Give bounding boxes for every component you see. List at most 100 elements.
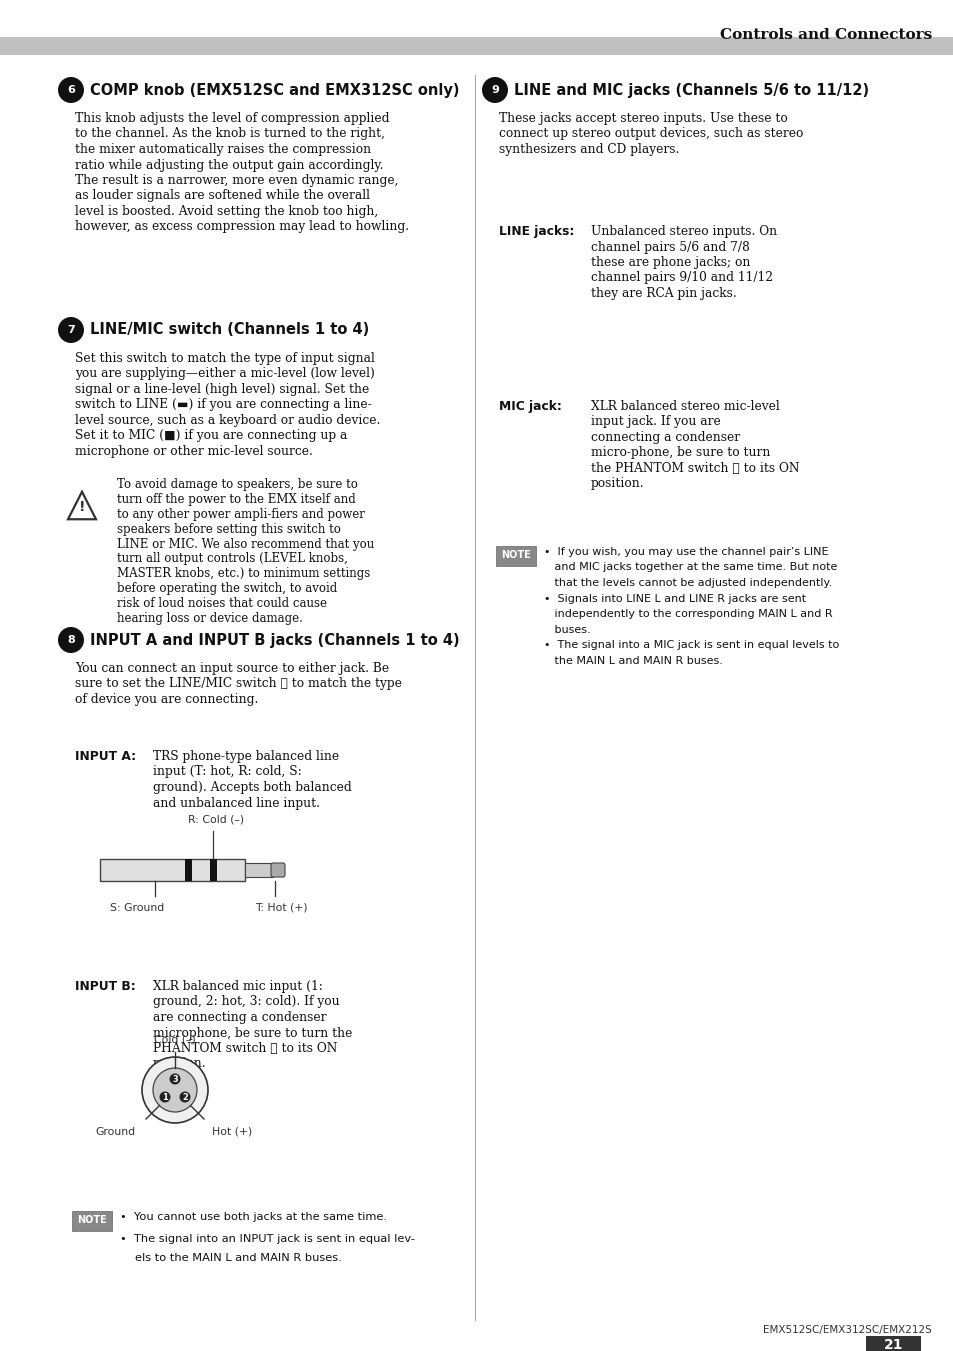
Text: INPUT A and INPUT B jacks (Channels 1 to 4): INPUT A and INPUT B jacks (Channels 1 to… [90,632,459,647]
Text: LINE or MIC. We also recommend that you: LINE or MIC. We also recommend that you [117,538,374,551]
Text: input jack. If you are: input jack. If you are [590,416,720,428]
Text: LINE and MIC jacks (Channels 5/6 to 11/12): LINE and MIC jacks (Channels 5/6 to 11/1… [514,82,868,97]
Text: 1: 1 [162,1093,168,1101]
Text: sure to set the LINE/MIC switch ① to match the type: sure to set the LINE/MIC switch ① to mat… [75,677,401,690]
Text: 9: 9 [491,85,498,95]
Text: hearing loss or device damage.: hearing loss or device damage. [117,612,302,624]
FancyBboxPatch shape [496,546,536,566]
Text: of device you are connecting.: of device you are connecting. [75,693,258,707]
Text: T: Hot (+): T: Hot (+) [254,902,307,913]
Text: risk of loud noises that could cause: risk of loud noises that could cause [117,597,327,609]
Text: XLR balanced mic input (1:: XLR balanced mic input (1: [152,979,322,993]
Bar [0,36,953,55]
Text: level source, such as a keyboard or audio device.: level source, such as a keyboard or audi… [75,413,380,427]
Text: turn off the power to the EMX itself and: turn off the power to the EMX itself and [117,493,355,507]
Text: that the levels cannot be adjusted independently.: that the levels cannot be adjusted indep… [543,578,831,588]
Text: connect up stereo output devices, such as stereo: connect up stereo output devices, such a… [498,127,802,141]
Text: !: ! [79,500,85,515]
Text: and unbalanced line input.: and unbalanced line input. [152,797,319,809]
Text: switch to LINE (▬) if you are connecting a line-: switch to LINE (▬) if you are connecting… [75,399,372,412]
Text: synthesizers and CD players.: synthesizers and CD players. [498,143,679,155]
Text: This knob adjusts the level of compression applied: This knob adjusts the level of compressi… [75,112,389,126]
FancyBboxPatch shape [865,1336,920,1351]
Text: The result is a narrower, more even dynamic range,: The result is a narrower, more even dyna… [75,174,398,186]
Circle shape [58,77,84,103]
Text: COMP knob (EMX512SC and EMX312SC only): COMP knob (EMX512SC and EMX312SC only) [90,82,459,97]
Text: Unbalanced stereo inputs. On: Unbalanced stereo inputs. On [590,226,777,238]
Text: •  Signals into LINE L and LINE R jacks are sent: • Signals into LINE L and LINE R jacks a… [543,593,805,604]
Text: position.: position. [152,1058,207,1070]
Text: ground, 2: hot, 3: cold). If you: ground, 2: hot, 3: cold). If you [152,996,339,1008]
Text: To avoid damage to speakers, be sure to: To avoid damage to speakers, be sure to [117,478,357,492]
Text: •  The signal into an INPUT jack is sent in equal lev-: • The signal into an INPUT jack is sent … [120,1233,415,1244]
Text: Controls and Connectors: Controls and Connectors [719,28,931,42]
Text: LINE jacks:: LINE jacks: [498,226,574,238]
Bar [185,859,192,881]
Text: ground). Accepts both balanced: ground). Accepts both balanced [152,781,352,794]
Text: Hot (+): Hot (+) [212,1127,252,1136]
Text: •  If you wish, you may use the channel pair’s LINE: • If you wish, you may use the channel p… [543,547,827,557]
Text: 21: 21 [882,1337,902,1351]
Text: the MAIN L and MAIN R buses.: the MAIN L and MAIN R buses. [543,655,722,666]
Text: channel pairs 5/6 and 7/8: channel pairs 5/6 and 7/8 [590,240,749,254]
Text: independently to the corresponding MAIN L and R: independently to the corresponding MAIN … [543,609,832,619]
Text: els to the MAIN L and MAIN R buses.: els to the MAIN L and MAIN R buses. [135,1252,341,1263]
Circle shape [159,1092,171,1102]
Text: you are supplying—either a mic-level (low level): you are supplying—either a mic-level (lo… [75,367,375,381]
Text: These jacks accept stereo inputs. Use these to: These jacks accept stereo inputs. Use th… [498,112,787,126]
Text: EMX512SC/EMX312SC/EMX212S: EMX512SC/EMX312SC/EMX212S [762,1325,931,1335]
Text: input (T: hot, R: cold, S:: input (T: hot, R: cold, S: [152,766,301,778]
Text: signal or a line-level (high level) signal. Set the: signal or a line-level (high level) sign… [75,382,369,396]
Text: connecting a condenser: connecting a condenser [590,431,740,444]
Text: position.: position. [590,477,644,490]
Text: the PHANTOM switch ⓩ to its ON: the PHANTOM switch ⓩ to its ON [590,462,799,476]
Bar [245,863,273,877]
Circle shape [179,1092,191,1102]
Text: to any other power ampli­fiers and power: to any other power ampli­fiers and power [117,508,364,521]
Text: NOTE: NOTE [77,1215,107,1225]
Text: turn all output controls (LEVEL knobs,: turn all output controls (LEVEL knobs, [117,553,348,566]
Text: level is boosted. Avoid setting the knob too high,: level is boosted. Avoid setting the knob… [75,205,377,218]
Text: Ground: Ground [95,1127,135,1136]
Text: these are phone jacks; on: these are phone jacks; on [590,255,750,269]
Text: and MIC jacks together at the same time. But note: and MIC jacks together at the same time.… [543,562,837,573]
Text: however, as excess compression may lead to howling.: however, as excess compression may lead … [75,220,409,234]
Text: INPUT A:: INPUT A: [75,750,136,763]
Text: MIC jack:: MIC jack: [498,400,561,413]
Bar [210,859,216,881]
Text: they are RCA pin jacks.: they are RCA pin jacks. [590,286,736,300]
Circle shape [481,77,507,103]
Text: MASTER knobs, etc.) to minimum settings: MASTER knobs, etc.) to minimum settings [117,567,370,581]
Text: 8: 8 [67,635,74,644]
Text: speakers before setting this switch to: speakers before setting this switch to [117,523,340,536]
Text: buses.: buses. [543,624,590,635]
Bar [100,859,245,881]
Text: ratio while adjusting the output gain accordingly.: ratio while adjusting the output gain ac… [75,158,383,172]
Text: INPUT B:: INPUT B: [75,979,135,993]
Circle shape [58,317,84,343]
Text: You can connect an input source to either jack. Be: You can connect an input source to eithe… [75,662,389,676]
Text: Set it to MIC (■) if you are connecting up a: Set it to MIC (■) if you are connecting … [75,430,347,443]
Text: XLR balanced stereo mic-level: XLR balanced stereo mic-level [590,400,779,413]
Text: microphone, be sure to turn the: microphone, be sure to turn the [152,1027,352,1039]
Text: are connecting a condenser: are connecting a condenser [152,1011,326,1024]
Text: •  The signal into a MIC jack is sent in equal levels to: • The signal into a MIC jack is sent in … [543,640,839,650]
Text: 7: 7 [67,326,74,335]
Text: 2: 2 [182,1093,188,1101]
Text: as louder signals are softened while the overall: as louder signals are softened while the… [75,189,370,203]
Text: Set this switch to match the type of input signal: Set this switch to match the type of inp… [75,353,375,365]
Text: before operating the switch, to avoid: before operating the switch, to avoid [117,582,337,594]
Text: R: Cold (–): R: Cold (–) [188,815,244,824]
Circle shape [58,627,84,653]
Text: •  You cannot use both jacks at the same time.: • You cannot use both jacks at the same … [120,1212,387,1223]
Text: channel pairs 9/10 and 11/12: channel pairs 9/10 and 11/12 [590,272,772,285]
Text: LINE/MIC switch (Channels 1 to 4): LINE/MIC switch (Channels 1 to 4) [90,323,369,338]
Text: Cold (–): Cold (–) [154,1035,195,1046]
Text: 3: 3 [172,1074,177,1084]
Text: micro­phone, be sure to turn: micro­phone, be sure to turn [590,446,770,459]
Text: S: Ground: S: Ground [110,902,164,913]
FancyBboxPatch shape [71,1210,112,1231]
Text: TRS phone-type balanced line: TRS phone-type balanced line [152,750,338,763]
Circle shape [142,1056,208,1123]
Text: to the channel. As the knob is turned to the right,: to the channel. As the knob is turned to… [75,127,385,141]
